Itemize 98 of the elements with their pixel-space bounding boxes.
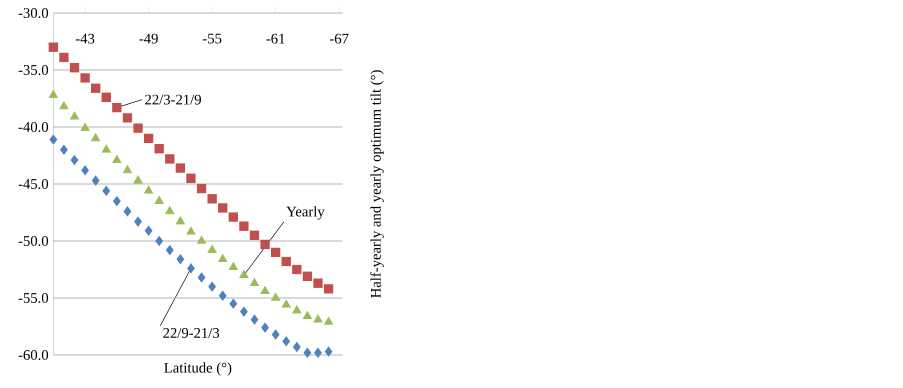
point (59, 101, 69, 110)
point (144, 134, 154, 144)
point (102, 186, 110, 196)
y-tick-label: -55.0 (18, 293, 48, 303)
point (70, 63, 80, 72)
point (239, 270, 249, 278)
point (313, 278, 323, 288)
point (102, 92, 111, 102)
point (260, 240, 270, 250)
point (102, 144, 111, 153)
annotation: 22/9-21/3 (163, 328, 220, 338)
point (112, 154, 122, 163)
point (166, 245, 174, 256)
annotation: Yearly (286, 206, 325, 220)
x-tick-label: -67 (330, 34, 349, 44)
point (218, 254, 228, 262)
point (292, 264, 302, 274)
point (313, 314, 323, 322)
point (261, 322, 269, 333)
point (80, 73, 90, 83)
point (196, 236, 206, 244)
point (49, 134, 58, 145)
point (112, 102, 122, 112)
point (124, 206, 132, 216)
point (314, 348, 322, 358)
point (81, 165, 89, 176)
annotation: 22/3-21/9 (145, 94, 201, 105)
point (250, 230, 260, 240)
y-tick-label: -35.0 (18, 65, 48, 75)
point (302, 310, 312, 320)
point (133, 123, 143, 133)
point (176, 163, 186, 173)
x-axis-title: Latitude (°) (164, 362, 232, 376)
point (133, 175, 143, 184)
point (155, 236, 164, 246)
point (207, 194, 217, 204)
point (292, 305, 302, 314)
point (240, 306, 248, 317)
point (144, 226, 152, 236)
point (218, 203, 228, 213)
point (176, 216, 186, 224)
point (154, 196, 164, 204)
point (218, 290, 227, 301)
point (91, 84, 100, 93)
point (112, 196, 121, 206)
point (260, 286, 270, 294)
point (196, 184, 206, 194)
point (176, 254, 184, 264)
y-axis-title: Half-yearly and yearly optimum tilt (°) (370, 70, 384, 298)
point (165, 206, 174, 214)
point (324, 284, 334, 294)
x-tick-label: -49 (139, 34, 158, 44)
point (134, 216, 142, 227)
point (239, 222, 249, 231)
point (70, 154, 78, 166)
point (187, 263, 195, 274)
point (250, 278, 260, 286)
point (59, 52, 69, 62)
point (122, 113, 132, 123)
point (48, 42, 58, 52)
point (229, 298, 238, 309)
point (270, 248, 280, 258)
y-tick-label: -30.0 (18, 8, 48, 18)
x-tick-label: -43 (76, 34, 94, 44)
point (186, 226, 196, 235)
point (302, 272, 312, 281)
point (228, 212, 238, 222)
point (122, 164, 132, 174)
point (165, 154, 174, 164)
point (324, 346, 332, 357)
y-tick-label: -40.0 (18, 122, 48, 132)
point (270, 292, 280, 301)
point (144, 185, 154, 194)
point (208, 282, 216, 292)
point (292, 342, 301, 352)
point (48, 90, 58, 98)
point (228, 262, 238, 270)
point (60, 144, 68, 155)
point (282, 256, 291, 266)
point (304, 348, 312, 358)
y-tick-label: -45.0 (18, 179, 48, 189)
y-tick-label: -60.0 (18, 350, 48, 360)
x-tick-label: -55 (202, 34, 222, 44)
x-tick-label: -61 (266, 34, 285, 44)
point (272, 329, 280, 340)
point (207, 244, 217, 253)
point (186, 174, 196, 183)
point (250, 314, 258, 325)
point (282, 336, 290, 346)
point (324, 316, 334, 325)
point (154, 144, 164, 154)
point (80, 122, 90, 131)
y-tick-label: -50.0 (18, 236, 48, 246)
point (198, 272, 206, 283)
point (92, 176, 100, 186)
point (70, 111, 80, 120)
point (91, 133, 100, 142)
point (282, 299, 291, 308)
